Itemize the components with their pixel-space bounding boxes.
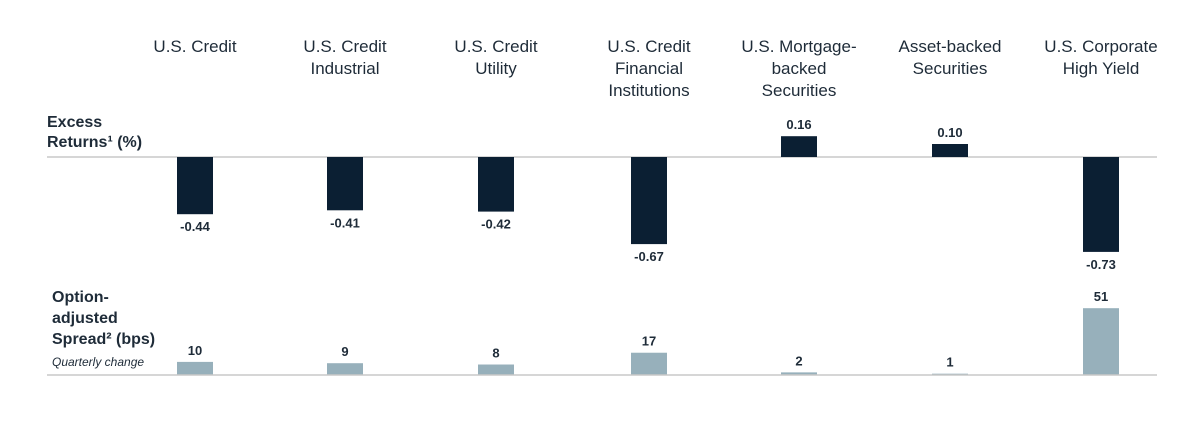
category-label: Institutions (608, 81, 689, 100)
excess-return-bar (327, 157, 363, 211)
oas-label: 17 (642, 334, 656, 349)
excess-return-label: 0.16 (786, 117, 811, 132)
oas-bar (1083, 308, 1119, 375)
excess-return-label: -0.44 (180, 219, 210, 234)
category-label: High Yield (1063, 59, 1140, 78)
oas-subtitle: Quarterly change (52, 355, 144, 369)
category-label: Asset-backed (899, 37, 1002, 56)
oas-bar (781, 372, 817, 375)
oas-bar (327, 363, 363, 375)
excess-return-label: -0.73 (1086, 257, 1116, 272)
oas-label: 1 (946, 355, 953, 370)
excess-return-bar (177, 157, 213, 215)
oas-bar (177, 361, 213, 375)
oas-title: adjusted (52, 310, 118, 327)
excess-return-label: -0.41 (330, 215, 360, 230)
excess-return-bar (932, 144, 968, 157)
excess-returns-title: Returns¹ (%) (47, 134, 142, 151)
oas-label: 10 (188, 343, 202, 358)
excess-returns-title: Excess (47, 114, 102, 131)
category-label: Securities (913, 59, 988, 78)
category-label: Industrial (311, 59, 380, 78)
category-label: U.S. Mortgage- (741, 37, 856, 56)
excess-return-bar (781, 136, 817, 157)
category-label: U.S. Credit (607, 37, 690, 56)
excess-return-label: 0.10 (937, 125, 962, 140)
oas-bar (631, 352, 667, 375)
category-label: U.S. Corporate (1044, 37, 1157, 56)
oas-label: 51 (1094, 289, 1108, 304)
category-label: backed (772, 59, 827, 78)
oas-bar (478, 364, 514, 375)
oas-label: 8 (492, 346, 499, 361)
category-label: Financial (615, 59, 683, 78)
oas-title: Option- (52, 289, 109, 306)
category-label: Securities (762, 81, 837, 100)
oas-label: 9 (341, 344, 348, 359)
excess-return-label: -0.42 (481, 217, 511, 232)
category-label: U.S. Credit (153, 37, 236, 56)
oas-title: Spread² (bps) (52, 331, 155, 348)
oas-label: 2 (795, 353, 802, 368)
category-label: U.S. Credit (454, 37, 537, 56)
category-label: Utility (475, 59, 517, 78)
excess-return-bar (478, 157, 514, 212)
excess-return-bar (1083, 157, 1119, 252)
excess-return-bar (631, 157, 667, 245)
excess-return-label: -0.67 (634, 249, 664, 264)
category-label: U.S. Credit (303, 37, 386, 56)
